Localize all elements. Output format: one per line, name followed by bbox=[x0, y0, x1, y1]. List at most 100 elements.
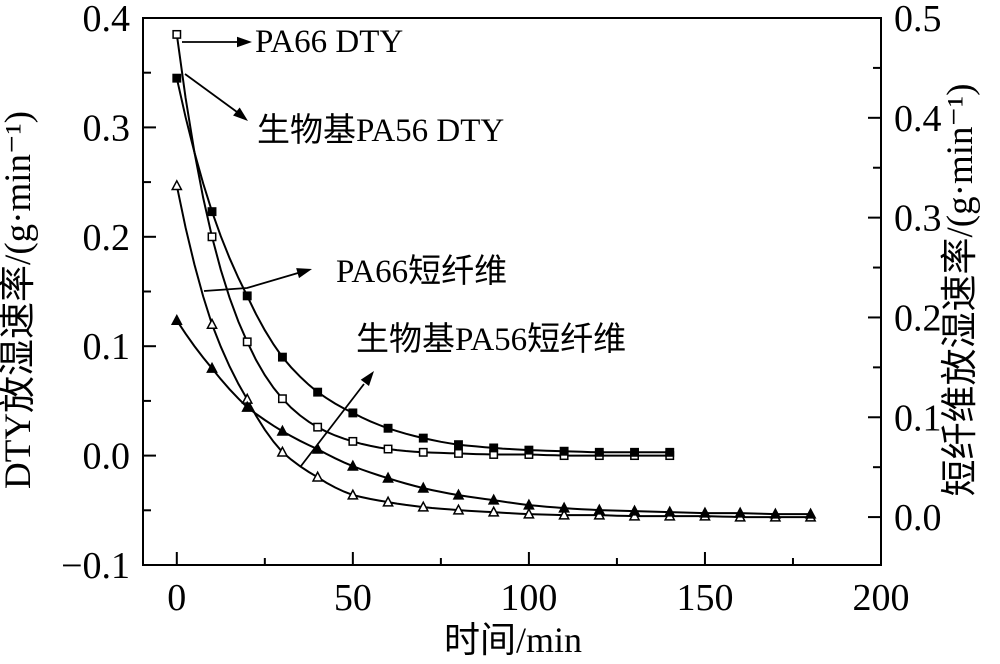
pa66-dty-marker bbox=[383, 444, 393, 454]
annotation-pa66-dty-label: PA66 DTY bbox=[255, 24, 403, 60]
pa56-dty-marker bbox=[559, 446, 569, 456]
pa56-staple-marker bbox=[452, 488, 465, 500]
x-tick-label: 0 bbox=[167, 577, 186, 619]
right-tick-label: 0.0 bbox=[894, 497, 942, 539]
right-tick-label: 0.5 bbox=[894, 0, 942, 40]
pa56-dty-marker bbox=[242, 291, 252, 301]
x-tick-label: 50 bbox=[334, 577, 372, 619]
pa66-dty-marker bbox=[277, 394, 287, 404]
annotation-pa66-staple-label: PA66短纤维 bbox=[336, 253, 507, 290]
pa56-staple-marker bbox=[382, 471, 394, 483]
right-axis-title: 短纤维放湿速率/(g·min⁻¹) bbox=[939, 84, 981, 497]
pa66-dty-marker bbox=[313, 422, 323, 432]
pa56-dty-marker bbox=[277, 352, 287, 362]
pa56-staple-marker bbox=[487, 493, 500, 505]
right-tick-label: 0.3 bbox=[894, 198, 942, 240]
pa56-dty-marker bbox=[313, 387, 323, 397]
pa56-dty-marker bbox=[172, 73, 182, 83]
right-tick-label: 0.4 bbox=[894, 98, 942, 140]
pa66-staple-marker bbox=[276, 445, 289, 457]
left-tick-label: 0.0 bbox=[83, 436, 131, 478]
annotation-pa56-dty-label: 生物基PA56 DTY bbox=[257, 112, 504, 149]
pa56-dty-marker bbox=[418, 433, 428, 443]
pa56-staple-marker bbox=[523, 498, 535, 510]
pa66-staple-marker bbox=[523, 507, 535, 519]
x-tick-label: 150 bbox=[676, 577, 733, 619]
pa66-staple-marker bbox=[347, 488, 359, 500]
pa56-dty-marker bbox=[524, 445, 534, 455]
left-axis: 0.4 0.3 0.2 0.1 0.0 −0.1 bbox=[61, 0, 156, 587]
pa66-dty-marker bbox=[348, 436, 358, 446]
left-tick-label: 0.3 bbox=[83, 107, 131, 149]
pa66-staple-marker bbox=[452, 503, 465, 515]
pa56-staple-marker bbox=[276, 424, 289, 436]
annotation-pa66-staple-arrowhead bbox=[296, 268, 312, 279]
annotation-pa66-staple: PA66短纤维 bbox=[203, 253, 507, 292]
pa66-staple-marker bbox=[206, 317, 218, 329]
x-tick-label: 100 bbox=[500, 577, 557, 619]
pa66-staple-marker bbox=[417, 500, 430, 512]
annotation-pa56-staple-label: 生物基PA56短纤维 bbox=[356, 321, 626, 358]
pa56-dty-marker bbox=[594, 447, 604, 457]
pa56-dty-marker bbox=[665, 447, 675, 457]
annotation-pa56-dty-arrowhead bbox=[233, 107, 248, 121]
annotation-pa66-dty: PA66 DTY bbox=[182, 24, 403, 60]
left-tick-label: 0.2 bbox=[83, 217, 131, 259]
plot-border bbox=[142, 17, 882, 566]
series-pa56-staple bbox=[170, 313, 817, 519]
right-axis: 0.5 0.4 0.3 0.2 0.1 0.0 bbox=[868, 0, 942, 539]
series-pa56-dty bbox=[172, 73, 675, 457]
annotation-pa56-staple-arrowhead bbox=[360, 371, 374, 387]
pa56-staple-marker bbox=[628, 504, 641, 516]
pa56-staple-marker bbox=[734, 506, 747, 518]
annotation-pa56-dty-line bbox=[184, 73, 238, 113]
pa56-dty-marker bbox=[207, 207, 217, 217]
pa66-staple-marker bbox=[558, 508, 570, 520]
left-tick-label: 0.1 bbox=[83, 326, 131, 368]
x-tick-label: 200 bbox=[853, 577, 910, 619]
annotation-pa66-dty-arrowhead bbox=[237, 36, 252, 48]
pa56-dty-marker bbox=[489, 443, 499, 453]
left-tick-label: −0.1 bbox=[61, 545, 130, 587]
pa56-staple-marker bbox=[769, 507, 782, 519]
pa66-dty-marker bbox=[418, 447, 428, 457]
pa56-staple-marker bbox=[663, 505, 676, 517]
right-tick-label: 0.2 bbox=[894, 297, 942, 339]
pa56-staple-marker bbox=[206, 361, 218, 373]
pa66-dty-marker bbox=[207, 232, 217, 242]
pa56-staple-marker bbox=[417, 481, 430, 493]
pa66-dty-marker bbox=[242, 337, 252, 347]
pa56-staple-marker bbox=[699, 506, 711, 518]
annotation-pa56-staple: 生物基PA56短纤维 bbox=[300, 321, 626, 467]
plot-frame bbox=[142, 17, 882, 566]
x-axis: 0 50 100 150 200 bbox=[167, 552, 910, 619]
pa66-dty-marker bbox=[172, 29, 182, 39]
pa56-dty-marker bbox=[630, 447, 639, 457]
pa66-staple-marker bbox=[382, 495, 394, 507]
pa56-staple-marker bbox=[593, 503, 606, 515]
left-axis-title: DTY放湿速率/(g·min⁻¹) bbox=[0, 111, 39, 489]
annotation-pa56-dty: 生物基PA56 DTY bbox=[184, 73, 504, 149]
right-tick-label: 0.1 bbox=[894, 397, 942, 439]
pa56-dty-marker bbox=[454, 440, 463, 450]
pa66-staple-marker bbox=[487, 505, 500, 517]
annotation-pa66-staple-line bbox=[203, 272, 299, 292]
pa66-staple-marker bbox=[311, 470, 324, 482]
pa56-dty-marker bbox=[348, 408, 358, 418]
pa56-staple-marker bbox=[347, 459, 359, 471]
left-tick-label: 0.4 bbox=[83, 0, 131, 40]
pa56-dty-marker bbox=[383, 423, 393, 433]
pa56-staple-marker bbox=[804, 507, 817, 519]
pa56-staple-marker bbox=[241, 400, 254, 412]
annotation-pa56-staple-line bbox=[300, 383, 365, 467]
x-axis-title: 时间/min bbox=[444, 620, 582, 660]
series-pa66-dty-curve bbox=[175, 34, 670, 457]
pa66-staple-marker bbox=[170, 179, 183, 191]
pa56-staple-marker bbox=[558, 501, 570, 513]
pa56-staple-marker bbox=[170, 313, 183, 325]
pa66-dty-marker bbox=[454, 448, 463, 458]
series-group bbox=[170, 29, 817, 522]
